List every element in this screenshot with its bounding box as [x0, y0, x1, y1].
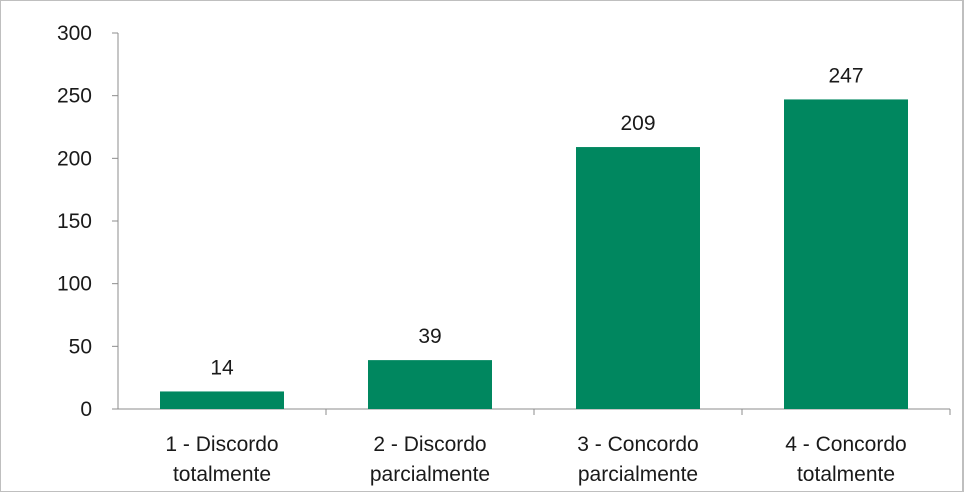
- y-tick-label: 100: [57, 273, 92, 296]
- x-tick-label-line: parcialmente: [578, 463, 698, 486]
- x-tick-label-line: 3 - Concordo: [577, 433, 698, 456]
- x-tick-label-line: parcialmente: [370, 463, 490, 486]
- data-label: 209: [620, 112, 655, 135]
- x-tick-label: 1 - Discordo totalmente: [165, 433, 278, 486]
- x-tick-label: 3 - Concordo parcialmente: [577, 433, 698, 486]
- y-tick-label: 250: [57, 85, 92, 108]
- data-label: 14: [210, 356, 234, 379]
- data-label: 39: [418, 325, 441, 348]
- x-tick-label: 4 - Concordo totalmente: [785, 433, 906, 486]
- bar: [368, 360, 492, 409]
- bar: [784, 99, 908, 409]
- y-tick-label: 0: [80, 398, 92, 421]
- x-tick-label: 2 - Discordo parcialmente: [370, 433, 490, 486]
- bar: [160, 391, 284, 409]
- labels: 0 50 100 150 200 250 300 14 1 - Discordo totalmen…: [57, 22, 907, 486]
- bars: [160, 99, 908, 409]
- x-tick-label-line: 1 - Discordo: [165, 433, 278, 456]
- y-tick-label: 50: [69, 335, 92, 358]
- y-tick-label: 300: [57, 22, 92, 45]
- x-tick-label-line: 4 - Concordo: [785, 433, 906, 456]
- data-label: 247: [828, 64, 863, 87]
- x-tick-label-line: totalmente: [797, 463, 895, 486]
- bar: [576, 147, 700, 409]
- x-tick-label-line: 2 - Discordo: [373, 433, 486, 456]
- y-tick-label: 200: [57, 147, 92, 170]
- x-tick-label-line: totalmente: [173, 463, 271, 486]
- y-tick-label: 150: [57, 210, 92, 233]
